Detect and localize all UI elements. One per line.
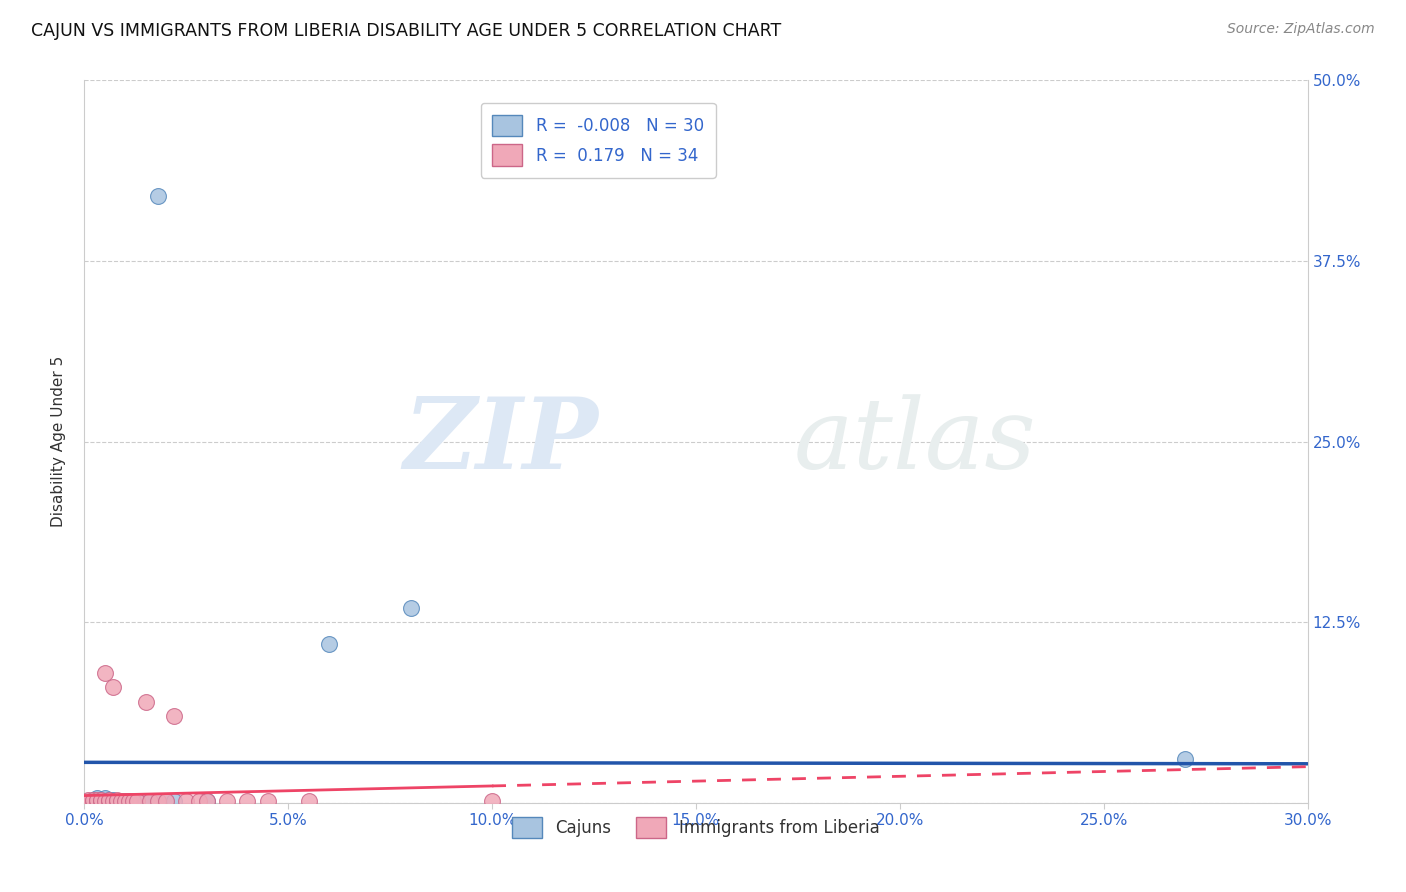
Point (318, 637, 340, 651)
Point (101, 680, 124, 694)
Point (135, 794, 157, 808)
Point (118, 794, 141, 808)
Point (236, 794, 259, 808)
Point (187, 794, 209, 808)
Point (131, 794, 153, 808)
Point (155, 794, 177, 808)
Legend: Cajuns, Immigrants from Liberia: Cajuns, Immigrants from Liberia (505, 810, 887, 845)
Point (1174, 752, 1197, 766)
Point (90, 794, 112, 808)
Point (90, 793, 112, 807)
Point (163, 709, 186, 723)
Point (77, 793, 100, 807)
Point (86, 793, 108, 807)
Point (82, 794, 104, 808)
Point (110, 794, 132, 808)
Point (127, 794, 149, 808)
Point (86, 794, 108, 808)
Point (155, 794, 177, 808)
Text: CAJUN VS IMMIGRANTS FROM LIBERIA DISABILITY AGE UNDER 5 CORRELATION CHART: CAJUN VS IMMIGRANTS FROM LIBERIA DISABIL… (31, 22, 782, 40)
Point (110, 794, 132, 808)
Y-axis label: Disability Age Under 5: Disability Age Under 5 (51, 356, 66, 527)
Point (97, 794, 120, 808)
Point (146, 794, 169, 808)
Point (114, 794, 136, 808)
Point (101, 794, 124, 808)
Point (138, 794, 160, 808)
Point (77, 794, 100, 808)
Point (195, 794, 218, 808)
Point (101, 794, 124, 808)
Text: ZIP: ZIP (404, 393, 598, 490)
Point (105, 794, 128, 808)
Point (77, 794, 100, 808)
Point (97, 794, 120, 808)
Point (93, 794, 115, 808)
Point (93, 794, 115, 808)
Point (105, 794, 128, 808)
Point (163, 794, 186, 808)
Point (122, 794, 145, 808)
Point (97, 793, 120, 807)
Point (86, 791, 108, 805)
Point (97, 793, 120, 807)
Point (122, 794, 145, 808)
Point (257, 794, 280, 808)
Point (118, 794, 141, 808)
Point (217, 794, 239, 808)
Point (195, 794, 218, 808)
Point (298, 794, 321, 808)
Point (82, 793, 104, 807)
Point (93, 793, 115, 807)
Point (146, 794, 169, 808)
Point (82, 793, 104, 807)
Point (135, 695, 157, 709)
Point (86, 793, 108, 807)
Point (481, 794, 503, 808)
Point (174, 794, 197, 808)
Point (93, 665, 115, 680)
Text: atlas: atlas (794, 394, 1036, 489)
Point (399, 600, 422, 615)
Point (93, 791, 115, 805)
Point (90, 793, 112, 807)
Point (105, 793, 128, 807)
Text: Source: ZipAtlas.com: Source: ZipAtlas.com (1227, 22, 1375, 37)
Point (86, 794, 108, 808)
Point (114, 794, 136, 808)
Point (101, 793, 124, 807)
Point (146, 189, 169, 203)
Point (90, 794, 112, 808)
Point (82, 794, 104, 808)
